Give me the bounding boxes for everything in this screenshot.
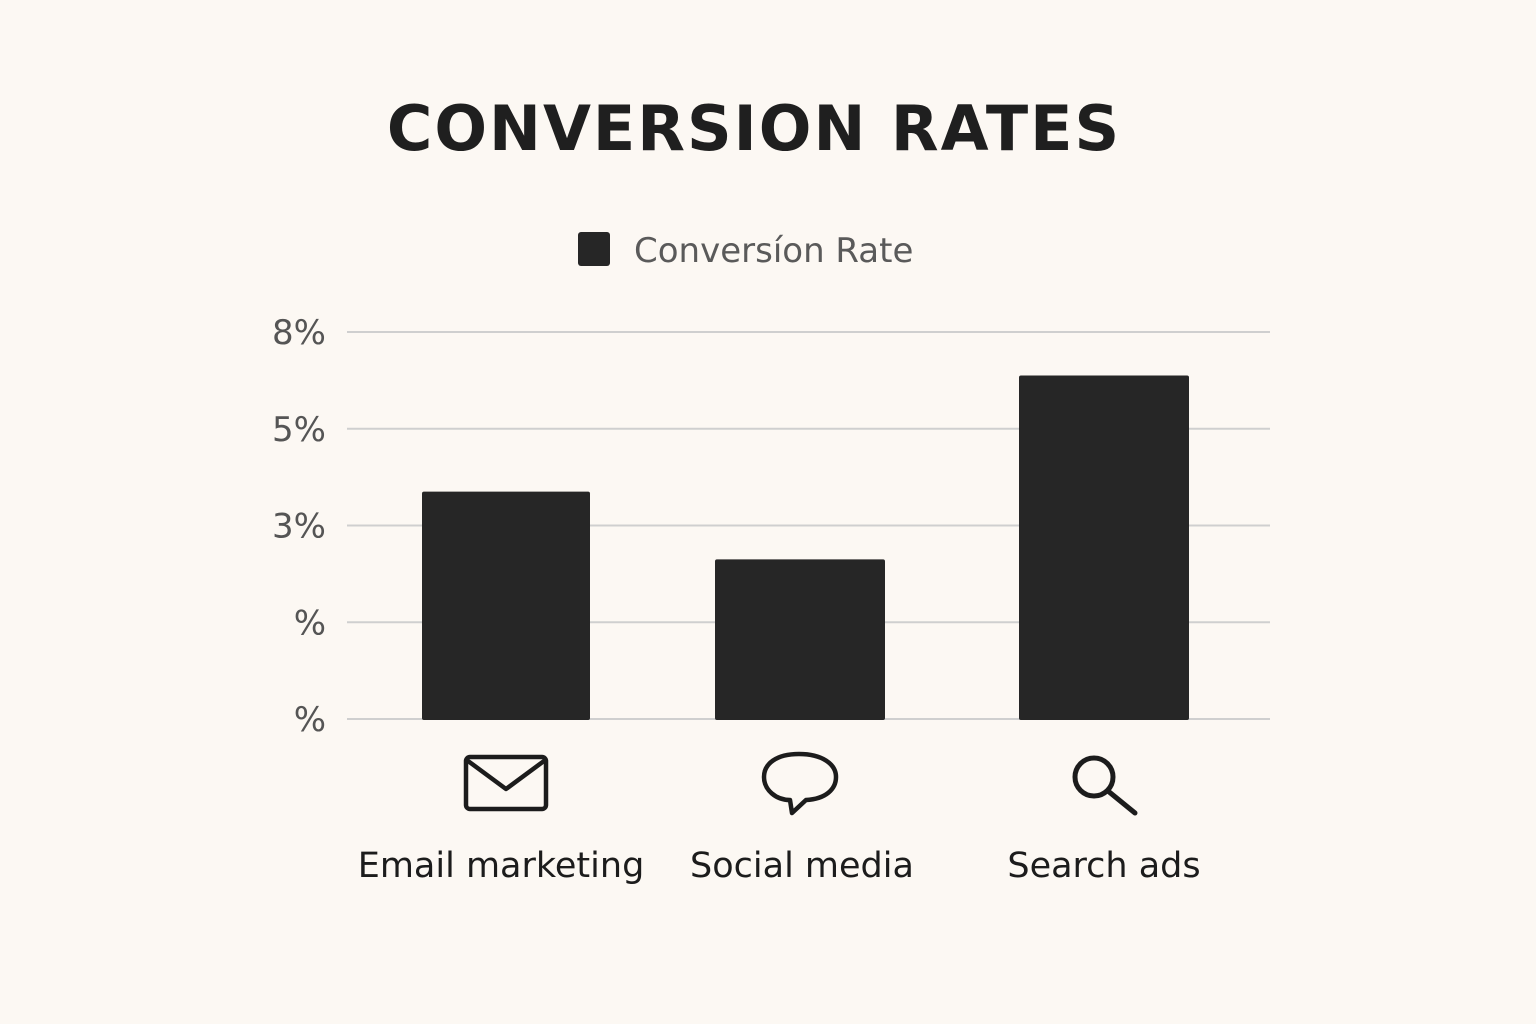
y-axis-ticks: %% 3% 5% 8%	[272, 313, 326, 740]
category-label: Social media	[690, 846, 914, 886]
bar-search-ads	[1019, 375, 1189, 720]
speech-bubble-icon	[761, 751, 839, 816]
y-tick-label: 5%	[272, 410, 326, 450]
chart-title: CONVERSION RATES	[387, 92, 1121, 165]
legend-swatch	[578, 232, 610, 266]
envelope-icon	[463, 754, 549, 812]
y-tick-label: %	[294, 700, 326, 740]
category-label: Email marketing	[358, 846, 645, 886]
magnifier-icon	[1072, 755, 1138, 816]
y-tick-label: 8%	[272, 313, 326, 353]
bars	[422, 375, 1189, 720]
y-tick-label: 3%	[272, 507, 326, 547]
bar-social-media	[715, 559, 885, 720]
category-icons	[463, 751, 1138, 816]
y-tick-label: %	[294, 603, 326, 643]
legend-label: Conversíon Rate	[634, 231, 913, 271]
bar-email-marketing	[422, 491, 590, 720]
legend: Conversíon Rate	[578, 231, 913, 271]
category-labels: Email marketing Social media Search ads	[358, 846, 1201, 886]
category-label: Search ads	[1007, 846, 1200, 886]
